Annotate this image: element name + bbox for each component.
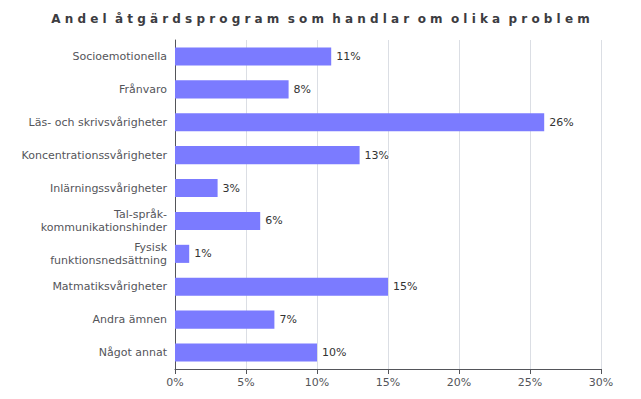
svg-text:Tal-språk-: Tal-språk- — [113, 208, 167, 221]
svg-text:funktionsnedsättning: funktionsnedsättning — [50, 254, 167, 267]
svg-text:Socioemotionella: Socioemotionella — [73, 50, 167, 63]
svg-text:1%: 1% — [194, 247, 211, 260]
svg-text:7%: 7% — [279, 313, 296, 326]
svg-text:Koncentrationssvårigheter: Koncentrationssvårigheter — [22, 149, 168, 162]
svg-text:8%: 8% — [294, 83, 311, 96]
svg-text:Fysisk: Fysisk — [134, 241, 167, 254]
svg-text:Matmatiksvårigheter: Matmatiksvårigheter — [52, 280, 167, 293]
svg-text:10%: 10% — [305, 376, 329, 389]
svg-text:11%: 11% — [336, 50, 360, 63]
svg-text:Läs- och skrivsvårigheter: Läs- och skrivsvårigheter — [29, 116, 168, 129]
svg-text:A n d e l å t g ä r d s p r o: A n d e l å t g ä r d s p r o g r a m s … — [51, 12, 589, 26]
svg-text:25%: 25% — [518, 376, 542, 389]
svg-text:26%: 26% — [549, 116, 573, 129]
svg-text:Något annat: Något annat — [99, 346, 168, 359]
svg-text:Frånvaro: Frånvaro — [119, 83, 167, 96]
svg-text:15%: 15% — [393, 280, 417, 293]
svg-text:3%: 3% — [223, 182, 240, 195]
svg-text:6%: 6% — [265, 214, 282, 227]
svg-text:15%: 15% — [376, 376, 400, 389]
svg-text:5%: 5% — [237, 376, 254, 389]
svg-text:20%: 20% — [447, 376, 471, 389]
svg-text:0%: 0% — [166, 376, 183, 389]
svg-text:13%: 13% — [365, 149, 389, 162]
svg-text:Inlärningssvårigheter: Inlärningssvårigheter — [50, 182, 167, 195]
svg-text:10%: 10% — [322, 346, 346, 359]
svg-text:30%: 30% — [589, 376, 613, 389]
svg-text:Andra ämnen: Andra ämnen — [93, 313, 167, 326]
svg-text:kommunikationshinder: kommunikationshinder — [41, 221, 168, 234]
